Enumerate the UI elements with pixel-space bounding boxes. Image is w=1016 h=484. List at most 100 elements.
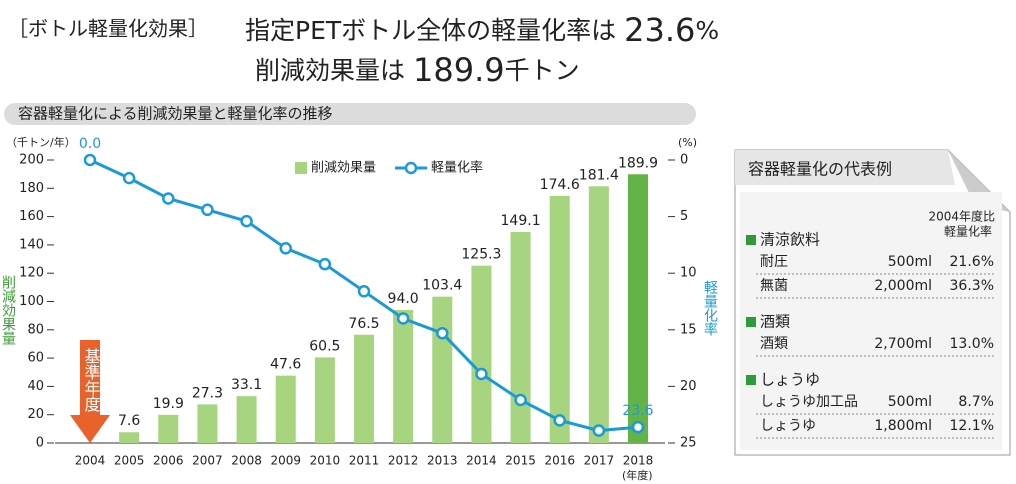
y-tick-label: 120 [19,266,44,281]
bar [510,232,531,443]
x-tick-label: 2013 [427,454,458,468]
bar [158,414,179,443]
bar-label: 103.4 [422,278,462,294]
bar-label: 47.6 [270,357,301,373]
table-title-bar [735,150,955,185]
cell: 500ml [888,254,932,270]
bar-label: 181.4 [579,167,619,183]
group-bullet [746,375,756,385]
header-unit: 千トン [505,56,580,85]
header-number: 23.6 [624,11,695,49]
x-tick-label: 2012 [388,454,419,468]
y-tick-label: 60 [27,351,44,366]
cell: 1,800ml [874,418,932,434]
cell: 2,700ml [874,336,932,352]
column-header: 軽量化率 [944,224,992,239]
y-axis-label: 削減効果量 [0,275,16,345]
header-text: 指定PETボトル全体の軽量化率は [245,16,616,45]
cell: 8.7% [958,394,994,410]
line-marker [357,285,371,298]
y2-tick-label: 10 [680,266,697,281]
bar-label: 94.0 [388,291,419,307]
line-marker [279,242,292,255]
group-bullet [746,317,756,327]
y-tick-label: 80 [27,322,44,337]
bar-label: 33.1 [231,377,262,393]
line-marker [162,192,175,205]
x-tick-label: 2017 [584,454,615,468]
bar-label: 60.5 [309,338,340,354]
line-marker [592,424,606,437]
y2-tick-label: 25 [680,436,697,451]
x-tick-label: 2004 [75,454,106,468]
cell: 無菌 [760,278,788,294]
subtitle-bar [4,103,696,125]
line-marker [122,171,136,185]
header-number: 189.9 [413,51,505,89]
table-title: 容器軽量化の代表例 [748,160,892,179]
header-unit: % [695,16,719,45]
y-tick-label: 100 [19,294,44,309]
x-unit: (年度) [622,468,653,482]
cell: 500ml [888,394,932,410]
base-year-arrow [70,340,110,443]
cell: 2,000ml [874,278,932,294]
x-tick-label: 2006 [153,454,184,468]
y-tick-label: 180 [19,181,44,196]
bar [314,357,335,443]
bar-label: 174.6 [540,177,580,193]
x-tick-label: 2008 [231,454,262,468]
bar [549,195,570,443]
bar [471,265,492,443]
x-tick-label: 2014 [466,454,497,468]
header-line1: 指定PETボトル全体の軽量化率は 23.6% [245,11,719,49]
cell: 酒類 [760,336,788,352]
y2-tick-label: 15 [680,322,697,337]
bar-label: 189.9 [618,155,658,171]
bar [354,334,374,443]
group-bullet [746,235,756,245]
bar-label: 27.3 [192,385,223,401]
chart-title: 容器軽量化による削減効果量と軽量化率の推移 [18,105,333,123]
line-marker [318,257,332,271]
y2-axis-label: 軽量化率 [702,280,718,336]
x-tick-label: 2018 [623,454,654,468]
legend-label: 軽量化率 [431,160,483,176]
bar [432,296,453,443]
line-marker [475,367,488,381]
y-tick-label: 20 [27,407,44,422]
bar [628,174,648,443]
line-marker [396,312,410,325]
line-marker [631,420,645,434]
cell: 耐圧 [760,254,788,270]
legend-swatch [295,162,307,174]
bar [119,432,140,443]
legend-swatch [404,161,418,175]
header-line2: 削減効果量は 189.9千トン [255,51,580,89]
line-marker [436,326,449,340]
cell: しょうゆ加工品 [760,394,858,410]
x-tick-label: 2010 [310,454,341,468]
bar-label: 125.3 [461,247,501,263]
x-tick-label: 2009 [270,454,301,468]
cell: 13.0% [950,336,994,352]
line-label: 23.6 [622,403,653,419]
y-tick-label: 140 [19,237,44,252]
y-tick-label: 200 [19,153,44,168]
bar [197,404,218,443]
line-label: 0.0 [79,136,101,152]
x-tick-label: 2016 [544,454,575,468]
bar-label: 149.1 [501,213,541,229]
y2-unit: (%) [678,136,697,149]
bar [393,309,414,443]
x-tick-label: 2005 [114,454,145,468]
y-unit: （千トン/年） [6,135,76,149]
y-tick-label: 40 [27,379,44,394]
line-marker [83,153,97,167]
cell: 36.3% [950,278,994,294]
cell: 12.1% [950,418,994,434]
legend-label: 削減効果量 [311,160,376,176]
x-tick-label: 2015 [505,454,536,468]
line-marker [553,414,566,427]
